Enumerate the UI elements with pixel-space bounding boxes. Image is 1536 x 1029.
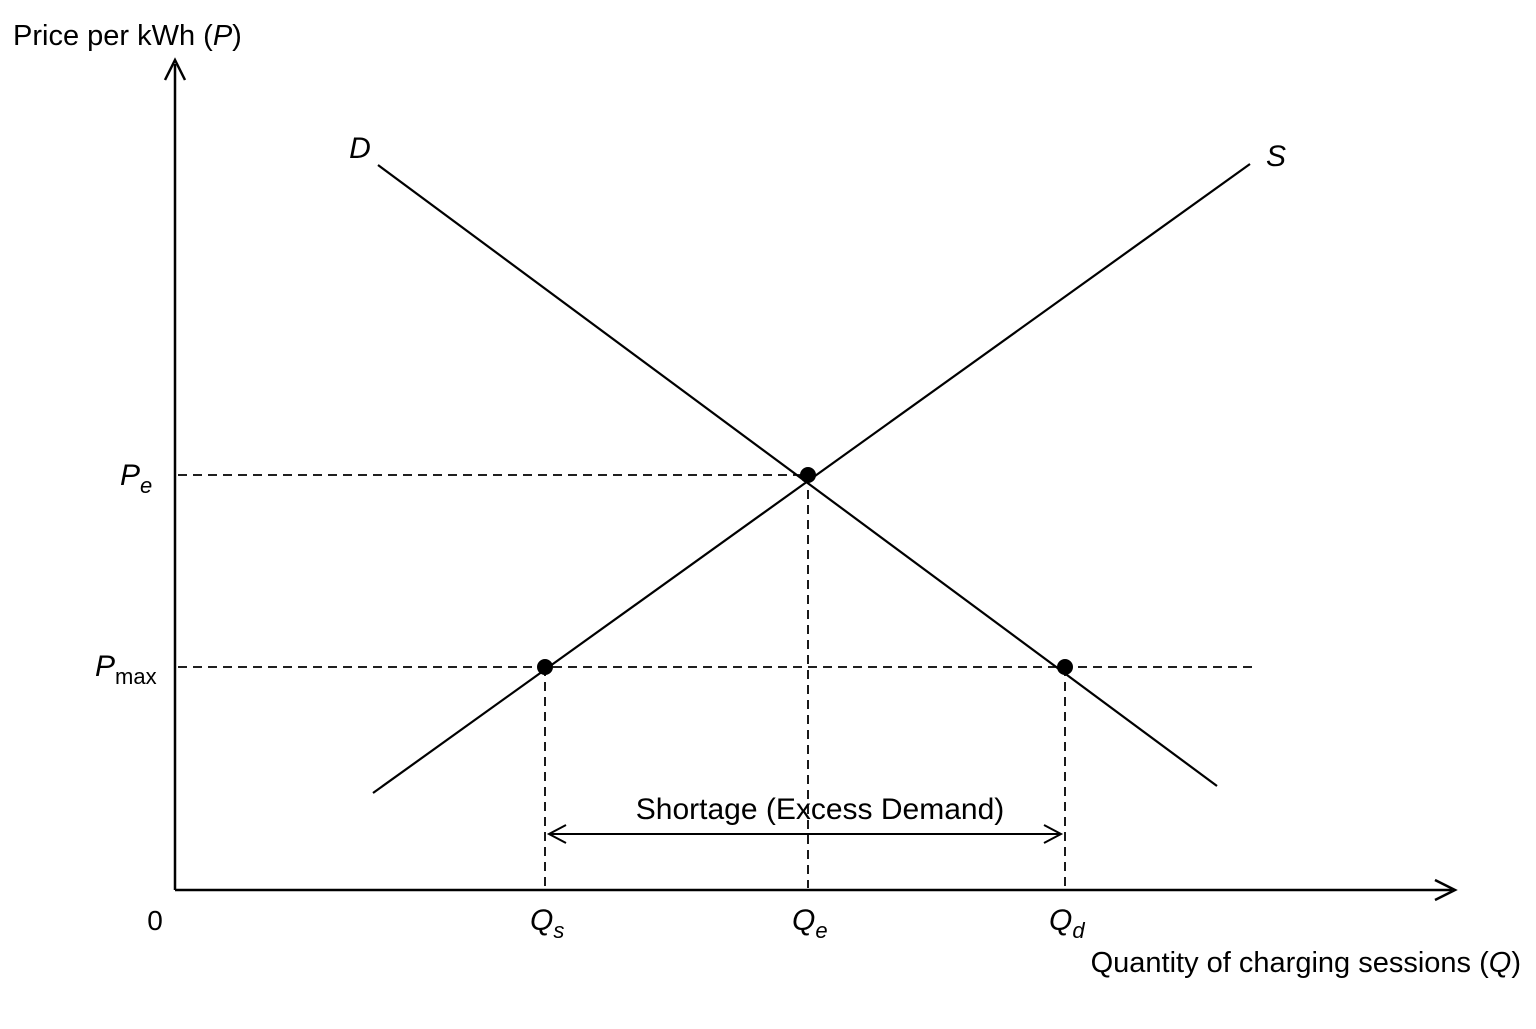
supply-label: S (1266, 140, 1286, 173)
x-axis-arrowhead (1434, 878, 1458, 902)
quantity-demanded-label: Qd (1049, 904, 1085, 943)
shortage-arrowhead-left (546, 824, 567, 844)
equilibrium-price-label: Pe (120, 459, 152, 498)
price-ceiling-label: Pmax (95, 650, 157, 689)
x-axis-title: Quantity of charging sessions (Q) (1091, 947, 1521, 979)
quantity-supplied-label: Qs (530, 904, 564, 943)
equilibrium-point (800, 467, 816, 483)
demand-label: D (349, 132, 371, 165)
quantity-supplied-point (537, 659, 553, 675)
origin-label: 0 (147, 905, 163, 936)
y-axis-title: Price per kWh (P) (13, 20, 242, 52)
shortage-arrowhead-right (1043, 824, 1064, 844)
y-axis-arrowhead (163, 57, 187, 81)
shortage-label: Shortage (Excess Demand) (636, 793, 1005, 826)
equilibrium-quantity-label: Qe (792, 904, 828, 943)
quantity-demanded-point (1057, 659, 1073, 675)
